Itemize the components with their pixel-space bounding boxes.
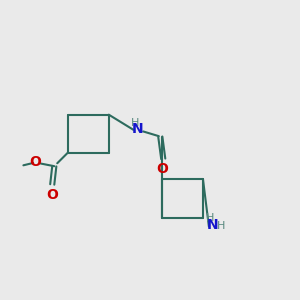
Text: H: H: [217, 221, 225, 231]
Text: O: O: [29, 155, 41, 169]
Text: O: O: [46, 188, 58, 202]
Text: O: O: [156, 162, 168, 176]
Text: N: N: [131, 122, 143, 136]
Text: H: H: [206, 213, 214, 223]
Text: H: H: [131, 118, 140, 128]
Text: N: N: [207, 218, 218, 232]
